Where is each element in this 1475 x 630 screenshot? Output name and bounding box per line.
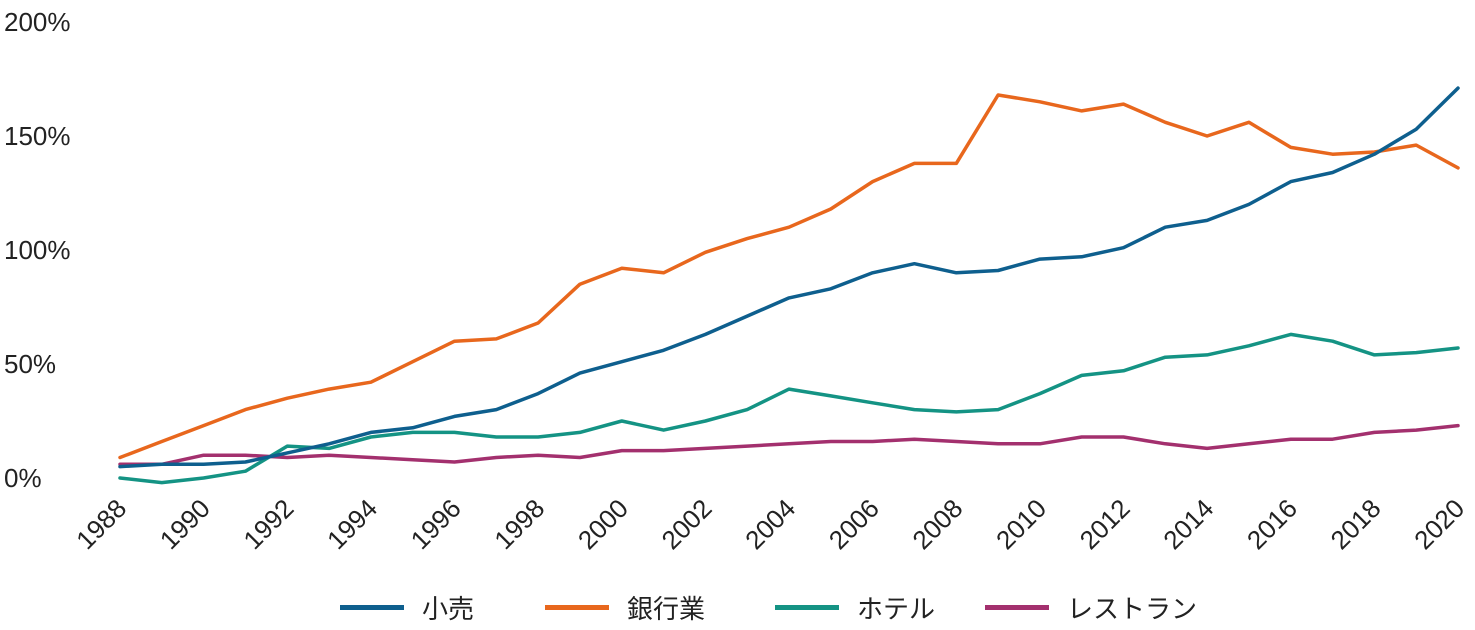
legend-label-restaurant: レストラン bbox=[1067, 594, 1198, 625]
x-tick-label: 2008 bbox=[906, 493, 968, 555]
x-axis-labels: 1988 1990 1992 1994 1996 1998 2000 2002 2004 2006… bbox=[70, 493, 1470, 555]
legend-label-hotel: ホテル bbox=[857, 594, 936, 625]
x-tick-label: 2004 bbox=[739, 493, 801, 555]
y-tick-label: 0% bbox=[4, 463, 42, 493]
y-axis-labels: 0% 50% 100% 150% 200% bbox=[4, 7, 71, 493]
series-lines bbox=[118, 86, 1460, 485]
x-tick-label: 2014 bbox=[1157, 493, 1219, 555]
y-tick-label: 200% bbox=[4, 7, 71, 37]
x-tick-label: 1994 bbox=[321, 493, 383, 555]
x-tick-label: 1988 bbox=[70, 493, 132, 555]
y-tick-label: 50% bbox=[4, 349, 56, 379]
x-tick-label: 2020 bbox=[1408, 493, 1470, 555]
series-line-3 bbox=[118, 423, 1460, 467]
x-tick-label: 2016 bbox=[1241, 493, 1303, 555]
legend: 小売 銀行業 ホテル レストラン bbox=[0, 585, 1475, 629]
legend-swatch-retail bbox=[340, 604, 404, 610]
x-tick-label: 2018 bbox=[1325, 493, 1387, 555]
legend-item-banking: 銀行業 bbox=[545, 585, 705, 629]
legend-item-restaurant: レストラン bbox=[985, 585, 1197, 629]
y-tick-label: 100% bbox=[4, 235, 71, 265]
legend-label-banking: 銀行業 bbox=[627, 594, 706, 625]
x-tick-label: 1996 bbox=[405, 493, 467, 555]
legend-swatch-banking bbox=[545, 604, 609, 610]
x-tick-label: 2010 bbox=[990, 493, 1052, 555]
x-tick-label: 1992 bbox=[237, 493, 299, 555]
series-line-1 bbox=[118, 93, 1460, 460]
y-tick-label: 150% bbox=[4, 121, 71, 151]
legend-swatch-hotel bbox=[775, 604, 839, 610]
series-line-2 bbox=[118, 332, 1460, 485]
legend-item-retail: 小売 bbox=[340, 585, 474, 629]
x-tick-label: 2006 bbox=[823, 493, 885, 555]
series-line-0 bbox=[118, 86, 1460, 469]
x-tick-label: 2012 bbox=[1074, 493, 1136, 555]
legend-label-retail: 小売 bbox=[422, 594, 475, 625]
x-tick-label: 2000 bbox=[572, 493, 634, 555]
x-tick-label: 1990 bbox=[154, 493, 216, 555]
x-tick-label: 2002 bbox=[656, 493, 718, 555]
legend-item-hotel: ホテル bbox=[775, 585, 935, 629]
legend-swatch-restaurant bbox=[985, 604, 1049, 610]
x-tick-label: 1998 bbox=[488, 493, 550, 555]
